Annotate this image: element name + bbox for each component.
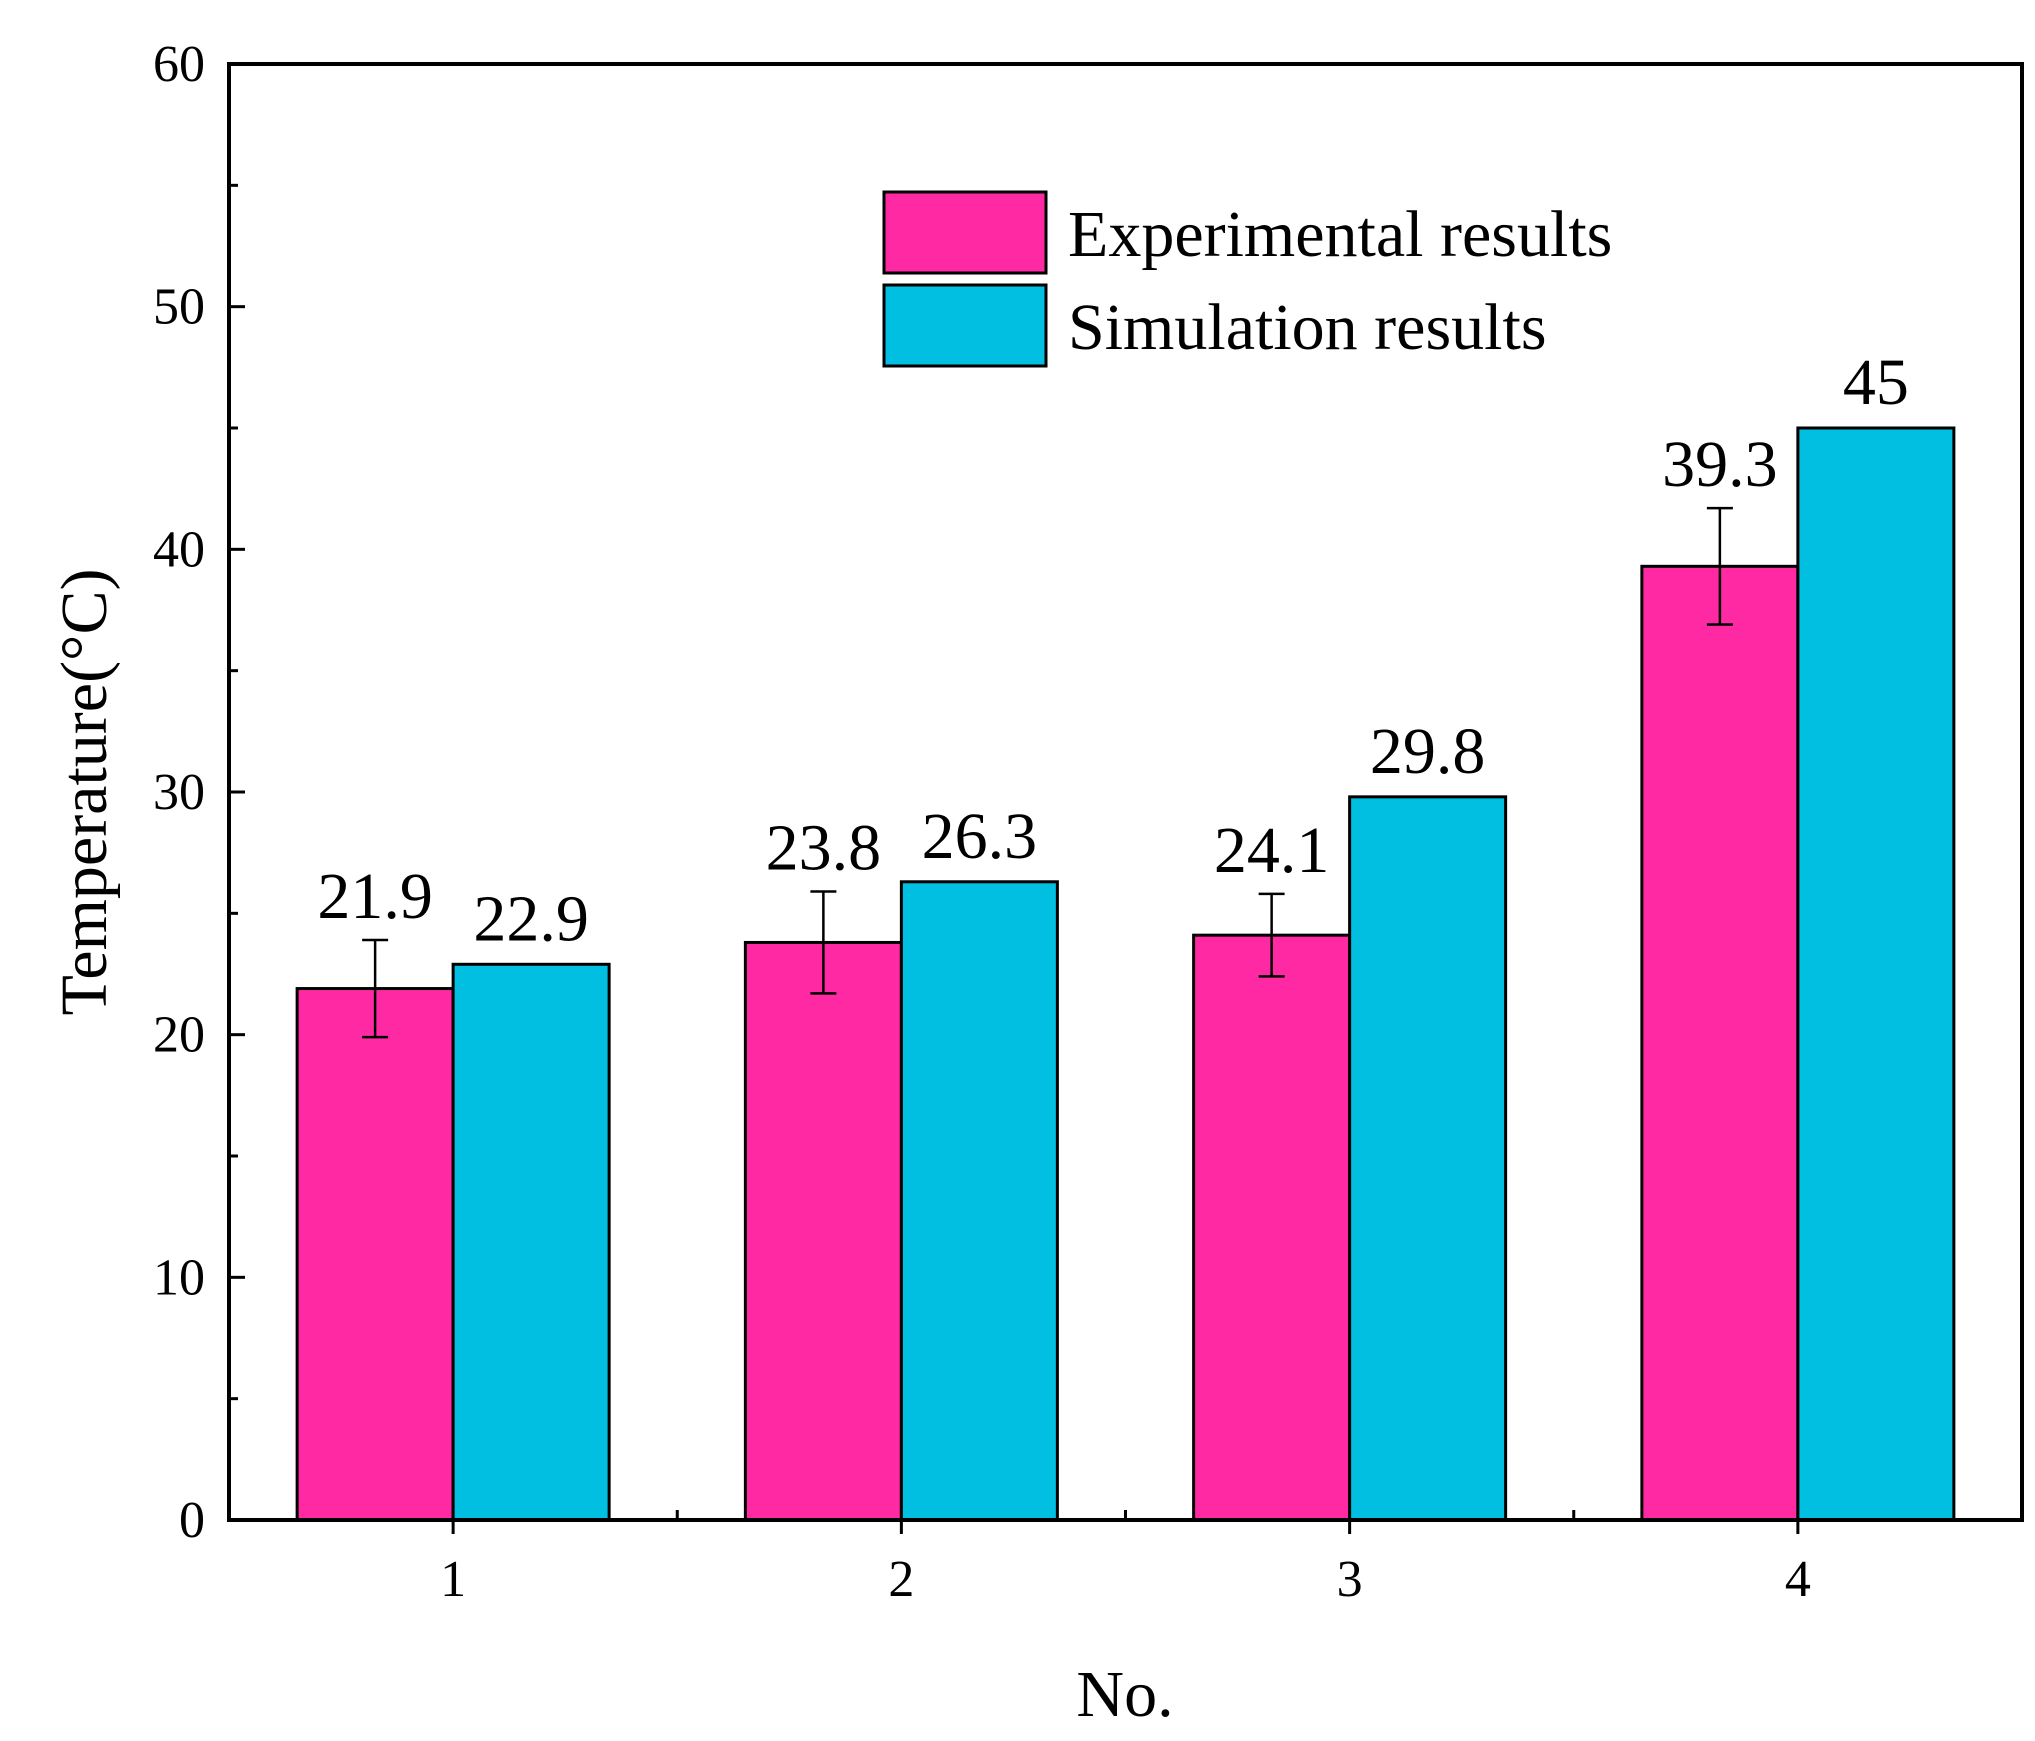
bars-layer bbox=[295, 426, 1956, 1522]
bar-experimental-2 bbox=[743, 940, 903, 1522]
y-tick-label: 0 bbox=[179, 1492, 205, 1549]
error-bar-2 bbox=[810, 890, 837, 995]
value-label-experimental-3: 24.1 bbox=[1214, 814, 1330, 887]
bar-simulation-1 bbox=[451, 962, 611, 1522]
y-tick-label: 10 bbox=[153, 1249, 205, 1306]
y-axis-title: Temperature(°C) bbox=[48, 569, 121, 1016]
legend-label-simulation: Simulation results bbox=[1068, 291, 1547, 364]
value-label-experimental-4: 39.3 bbox=[1662, 428, 1778, 501]
value-label-experimental-1: 21.9 bbox=[317, 860, 433, 933]
value-label-simulation-4: 45 bbox=[1843, 346, 1909, 419]
legend-label-experimental: Experimental results bbox=[1068, 198, 1612, 271]
bar-simulation-3 bbox=[1348, 795, 1508, 1522]
value-label-simulation-3: 29.8 bbox=[1370, 715, 1486, 788]
y-tick-label: 20 bbox=[153, 1007, 205, 1064]
error-bar-1 bbox=[362, 938, 389, 1039]
value-label-simulation-1: 22.9 bbox=[473, 882, 589, 955]
y-tick-label: 30 bbox=[153, 764, 205, 821]
x-tick-label: 3 bbox=[1337, 1551, 1363, 1608]
bar-experimental-3 bbox=[1192, 933, 1352, 1522]
y-tick-label: 50 bbox=[153, 279, 205, 336]
value-label-simulation-2: 26.3 bbox=[922, 800, 1038, 873]
x-tick-label: 4 bbox=[1785, 1551, 1811, 1608]
bar-experimental-4 bbox=[1640, 564, 1800, 1522]
bar-experimental-1 bbox=[295, 987, 455, 1522]
value-labels: 21.9 23.8 24.1 39.3 22.9 26.3 29.8 45 bbox=[317, 346, 1909, 955]
bar-simulation-2 bbox=[899, 880, 1059, 1522]
error-bar-4 bbox=[1706, 506, 1733, 626]
x-axis-title: No. bbox=[1076, 1658, 1173, 1731]
legend-swatch-experimental bbox=[882, 190, 1048, 275]
error-bar-3 bbox=[1258, 892, 1285, 978]
y-tick-label: 40 bbox=[153, 521, 205, 578]
x-tick-label: 1 bbox=[440, 1551, 466, 1608]
y-tick-label: 60 bbox=[153, 36, 205, 93]
x-tick-label: 2 bbox=[888, 1551, 914, 1608]
value-label-experimental-2: 23.8 bbox=[766, 811, 882, 884]
legend-swatch-simulation bbox=[882, 283, 1048, 368]
legend: Experimental results Simulation results bbox=[882, 190, 1612, 368]
bar-simulation-4 bbox=[1796, 426, 1956, 1522]
axes-layer: 0 10 20 30 40 50 60 1 2 3 4 bbox=[153, 36, 1811, 1608]
